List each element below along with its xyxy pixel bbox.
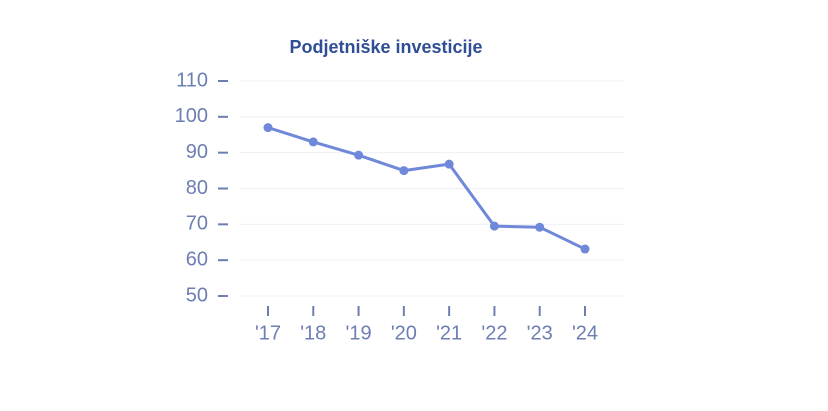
point	[444, 159, 454, 169]
x-tick-label: '21	[436, 322, 462, 344]
y-tick-label: 100	[175, 105, 208, 127]
x-tick-label: '19	[346, 322, 372, 344]
y-tick-label: 60	[186, 248, 208, 270]
y-tick-label: 110	[176, 69, 208, 91]
chart-title: Podjetniške investicije	[289, 37, 482, 57]
y-tick-label: 50	[186, 284, 208, 306]
point	[580, 244, 590, 254]
y-tick-label: 90	[186, 141, 208, 163]
x-tick-label: '18	[300, 322, 326, 344]
x-tick-label: '24	[572, 322, 598, 344]
point	[535, 222, 545, 232]
point	[489, 221, 499, 231]
line	[267, 126, 586, 251]
y-tick-label: 80	[186, 177, 208, 199]
x-tick-label: '22	[481, 322, 507, 344]
point	[308, 137, 318, 147]
x-tick-label: '23	[527, 322, 553, 344]
point	[399, 166, 409, 176]
y-tick-label: 70	[186, 213, 208, 235]
x-tick-label: '17	[255, 322, 281, 344]
x-tick-label: '20	[391, 322, 417, 344]
point	[263, 123, 273, 133]
point	[354, 150, 364, 160]
